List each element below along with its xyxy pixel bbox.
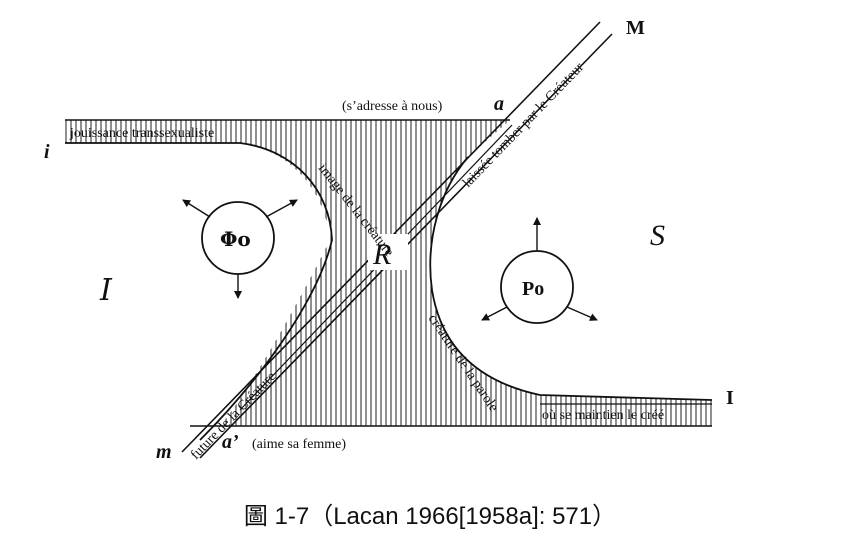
region-symbolic: S [650, 219, 665, 252]
phi-arrow-ur [265, 199, 298, 218]
p-arrow-ll [481, 306, 508, 321]
vertex-a-prime: a’ [222, 431, 239, 453]
label-above-a: (s’adresse à nous) [342, 99, 443, 114]
phi-label: Φo [220, 227, 251, 251]
real-region-hatching [65, 120, 712, 426]
region-real: R [372, 238, 391, 271]
p-arrow-lr [566, 306, 598, 321]
phi-arrow-ul [182, 199, 211, 218]
p-label: Po [522, 278, 544, 300]
vertex-M: M [626, 17, 645, 39]
real-label-bg [368, 234, 408, 270]
vertex-I: I [726, 387, 734, 409]
label-right-of-a-prime: (aime sa femme) [252, 437, 346, 452]
vertex-a: a [494, 93, 504, 115]
vertex-m: m [156, 441, 172, 463]
left-curve [65, 142, 333, 441]
label-top-edge: jouissance transsexualiste [69, 126, 214, 141]
label-bottom-right: où se maintien le créé [542, 408, 664, 423]
vertex-i: i [44, 141, 50, 163]
region-imaginary: I [99, 273, 113, 308]
figure-caption: 圖 1-7（Lacan 1966[1958a]: 571） [243, 503, 617, 530]
